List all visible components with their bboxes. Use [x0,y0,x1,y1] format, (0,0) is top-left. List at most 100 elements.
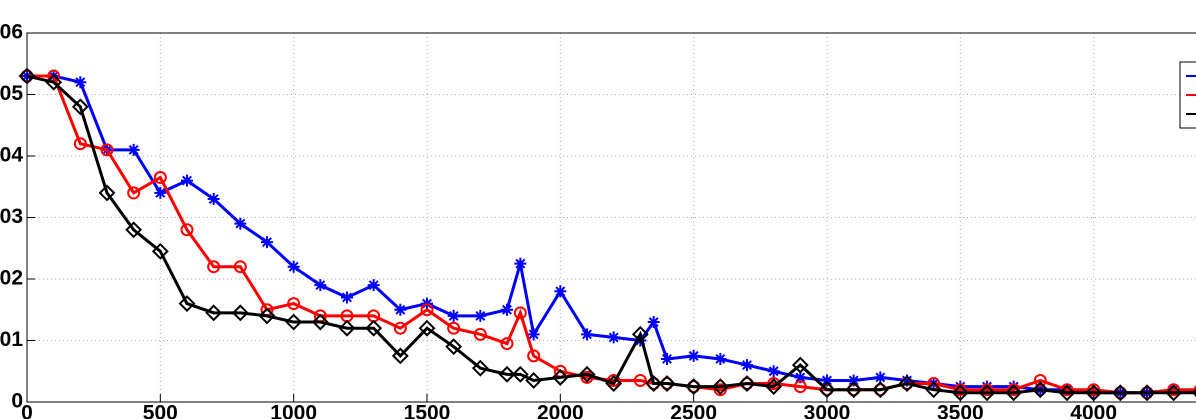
star-marker [661,352,673,365]
star-marker [367,279,380,292]
star-marker [514,257,527,270]
diamond-marker [1165,384,1183,402]
star-marker [741,359,753,372]
circle-marker [953,383,967,397]
diamond-marker [765,378,783,396]
y-tick-label: 0 [11,390,23,413]
plot-frame [26,32,1196,403]
circle-marker [233,260,247,274]
diamond-marker [1138,384,1156,402]
y-tick-label: 0.05 [0,82,23,105]
diamond-marker [151,242,169,260]
star-marker [821,374,833,387]
star-marker [501,303,513,316]
diamond-marker [285,313,303,331]
y-tick-label: 0.06 [0,21,23,44]
x-tick-label: 0 [21,402,33,419]
diamond-marker [71,98,89,116]
diamond-marker [1031,381,1049,399]
diamond-marker [498,365,516,383]
circle-marker [447,321,461,335]
diamond-marker [231,304,249,322]
circle-marker [500,337,514,351]
circle-marker [527,349,541,363]
star-marker [794,371,807,384]
star-marker [234,217,247,230]
diamond-marker [578,365,596,383]
diamond-marker [471,359,489,377]
circle-marker [420,303,434,317]
diamond-marker [658,375,676,392]
star-marker [687,349,700,362]
diamond-marker [551,368,569,386]
circle-marker [793,380,807,394]
diamond-marker [925,381,943,399]
diamond-marker [125,221,143,239]
x-tick-label: 3500 [937,402,984,419]
y-tick-label: 0.01 [0,328,23,351]
x-tick-label: 2000 [537,402,584,419]
diamond-marker [791,356,809,374]
diamond-marker [978,384,996,402]
star-marker [74,76,87,89]
circle-marker [473,327,487,341]
star-marker [647,316,660,329]
circle-marker [393,321,407,335]
diamond-marker [738,375,756,392]
star-marker [581,328,593,341]
star-marker [394,303,407,316]
circle-marker [1007,383,1021,397]
diamond-marker [365,319,383,337]
star-marker [287,260,300,273]
star-marker [901,374,913,387]
diamond-marker [418,319,436,337]
series-line [26,74,1196,395]
diamond-marker [258,307,276,325]
diamond-marker [845,381,863,399]
x-tick-label: 4000 [1070,402,1117,419]
star-marker [341,291,353,304]
diamond-marker [871,381,889,399]
star-marker [474,309,487,322]
circle-marker [100,143,114,157]
diamond-marker [45,73,63,91]
circle-marker [287,297,301,311]
circle-marker [127,186,141,200]
diamond-marker [18,67,36,85]
diamond-marker [338,319,356,337]
diamond-marker [711,378,729,396]
star-marker [767,365,780,378]
diamond-marker [685,378,703,396]
circle-marker [73,137,87,151]
y-tick-label: 0.02 [0,267,23,290]
circle-marker [1087,383,1101,397]
star-marker [874,371,887,384]
diamond-marker [511,365,529,383]
x-tick-label: 3000 [804,402,851,419]
diamond-marker [1005,384,1023,402]
star-marker [527,328,540,341]
circle-marker [1193,384,1196,395]
diamond-marker [818,381,836,399]
circle-marker [513,306,527,320]
circle-marker [713,383,727,397]
diamond-marker [1085,384,1103,402]
y-tick-label: 0.03 [0,205,23,228]
star-marker [554,285,567,298]
star-marker [154,186,167,199]
circle-marker [180,223,194,237]
circle-marker [1033,373,1047,387]
diamond-marker [645,375,663,392]
diamond-marker [205,304,223,322]
x-tick-label: 1500 [404,402,451,419]
diamond-marker [391,347,409,365]
circle-marker [1167,383,1181,397]
circle-marker [1060,383,1074,397]
star-marker [207,193,220,206]
star-marker [607,331,620,344]
star-marker [314,279,327,292]
legend [1179,61,1196,129]
diamond-marker [178,295,196,313]
